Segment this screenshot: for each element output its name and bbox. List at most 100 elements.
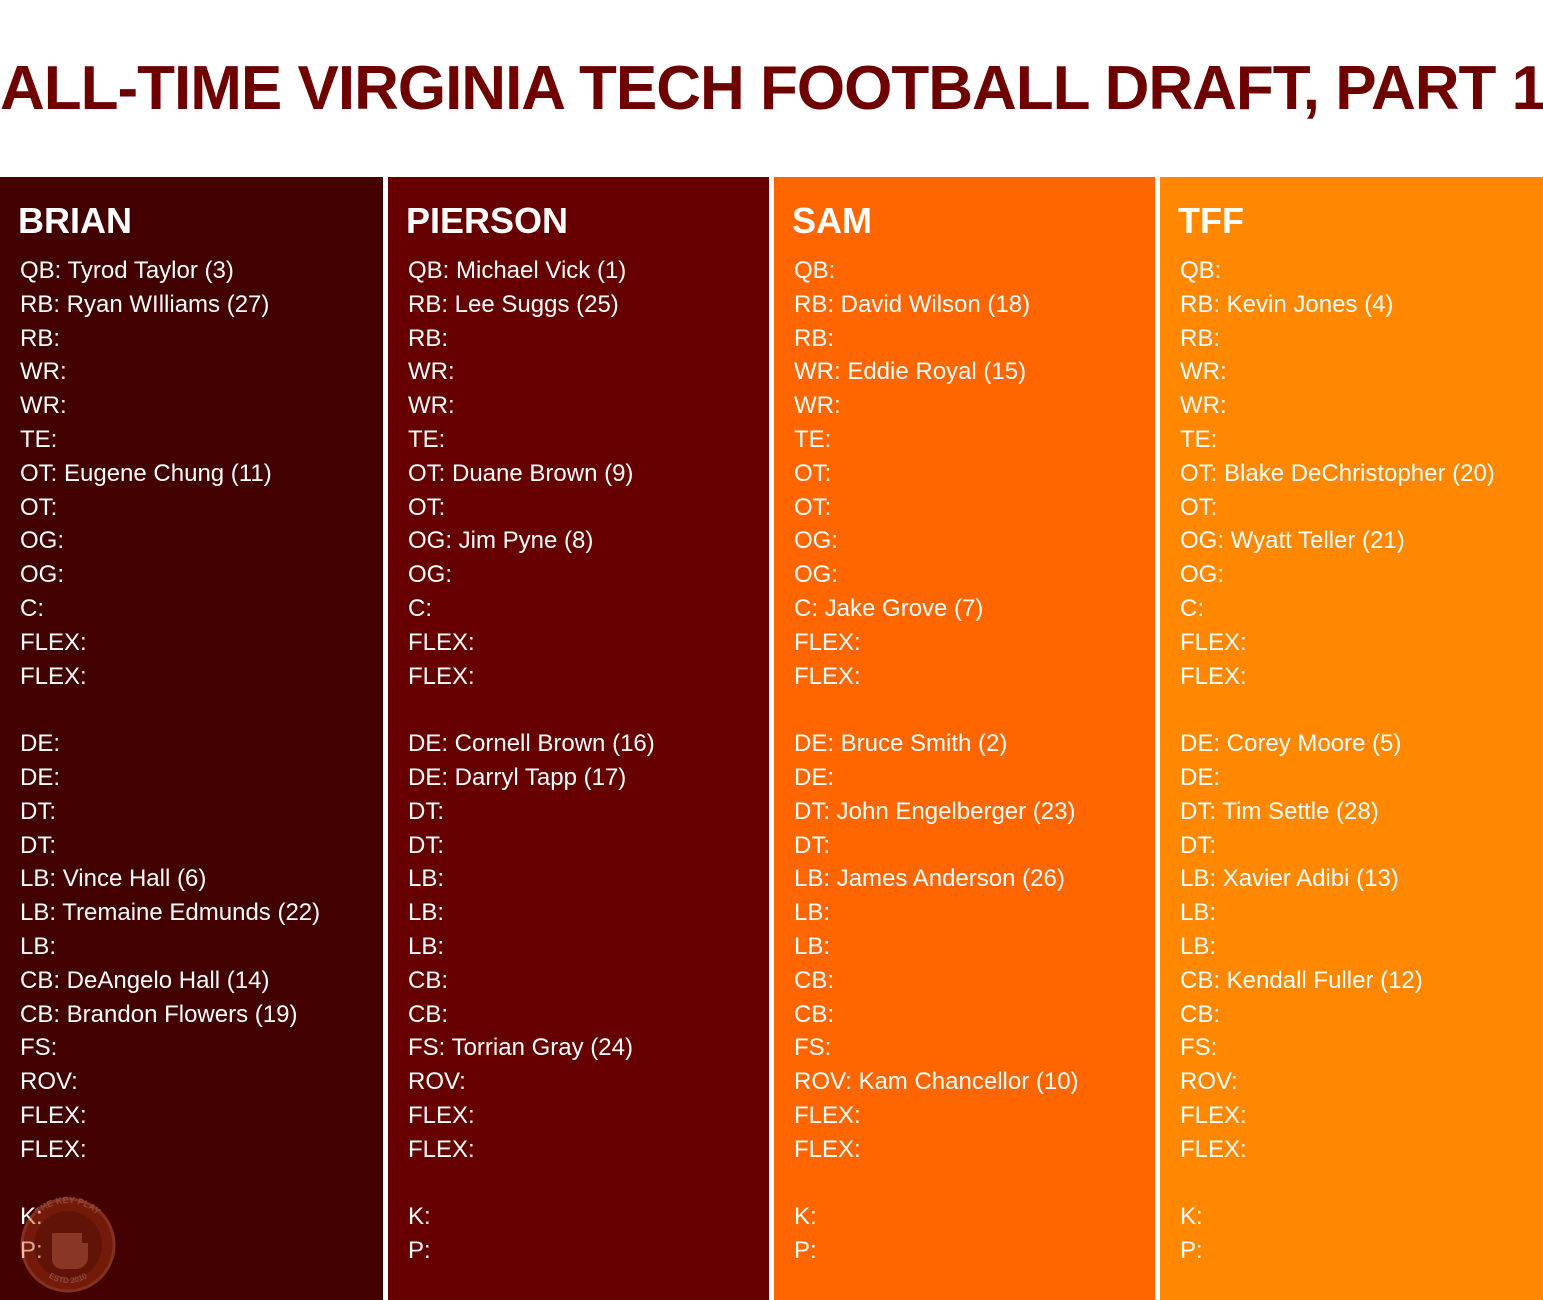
roster-spacer [408, 1167, 769, 1201]
roster-spacer [408, 693, 769, 727]
roster-row: C: [20, 594, 44, 622]
draft-board: BRIAN QB: Tyrod Taylor (3) RB: Ryan WIlli… [0, 177, 1543, 1300]
roster-list: QB: RB: Kevin Jones (4) RB: WR: WR: TE: OT: Bl… [1180, 254, 1543, 1268]
roster-row: DT: [1180, 831, 1216, 859]
roster-row: DE: [1180, 763, 1221, 791]
roster-row: RB: Kevin Jones (4) [1180, 290, 1394, 318]
roster-row: LB: Tremaine Edmunds (22) [20, 899, 321, 927]
team-name: PIERSON [406, 200, 569, 241]
roster-row: C: [408, 594, 432, 622]
roster-row: FLEX: [1180, 1101, 1247, 1129]
roster-row: WR: [20, 392, 67, 420]
roster-row: WR: [794, 392, 841, 420]
roster-row: DE: Bruce Smith (2) [794, 730, 1008, 758]
roster-row: K: [794, 1203, 817, 1231]
roster-row: DE: Darryl Tapp (17) [408, 763, 627, 791]
roster-row: C: Jake Grove (7) [794, 594, 984, 622]
roster-row: QB: [794, 257, 836, 284]
roster-row: FLEX: [794, 1101, 861, 1129]
roster-spacer [1180, 1167, 1543, 1201]
roster-row: CB: DeAngelo Hall (14) [20, 966, 270, 994]
roster-row: LB: [408, 899, 445, 927]
roster-row: OT: Eugene Chung (11) [20, 459, 272, 487]
roster-row: LB: [408, 932, 445, 960]
roster-row: CB: [794, 966, 835, 994]
roster-row: LB: Xavier Adibi (13) [1180, 865, 1399, 893]
roster-row: DE: Corey Moore (5) [1180, 730, 1402, 758]
roster-row: OT: [1180, 493, 1218, 521]
roster-row: OG: [408, 561, 453, 589]
roster-row: OG: Jim Pyne (8) [408, 527, 594, 555]
roster-row: TE: [408, 425, 446, 453]
roster-row: WR: [20, 358, 67, 386]
team-name: TFF [1178, 200, 1244, 241]
roster-row: FLEX: [1180, 628, 1247, 656]
roster-row: CB: Kendall Fuller (12) [1180, 966, 1423, 994]
roster-row: OG: [794, 527, 839, 555]
roster-row: K: [1180, 1203, 1203, 1231]
roster-row: TE: [794, 425, 832, 453]
roster-row: OG: [20, 561, 65, 589]
roster-row: RB: Lee Suggs (25) [408, 290, 619, 318]
roster-row: C: [1180, 594, 1204, 622]
roster-row: ROV: [408, 1068, 466, 1096]
roster-row: QB: Michael Vick (1) [408, 257, 627, 284]
roster-row: TE: [20, 425, 58, 453]
roster-row: P: [408, 1237, 431, 1265]
roster-row: FLEX: [408, 662, 475, 690]
roster-row: OT: Blake DeChristopher (20) [1180, 459, 1495, 487]
roster-row: CB: [1180, 1000, 1221, 1028]
roster-row: WR: [1180, 358, 1227, 386]
roster-row: RB: [408, 324, 449, 352]
team-column-brian: BRIAN QB: Tyrod Taylor (3) RB: Ryan WIlli… [0, 177, 383, 1300]
roster-row: P: [20, 1234, 383, 1268]
roster-row: QB: Tyrod Taylor (3) [20, 257, 234, 284]
roster-row: WR: [1180, 392, 1227, 420]
roster-row: LB: [794, 932, 831, 960]
roster-row: DE: [20, 730, 61, 758]
team-name: BRIAN [18, 200, 132, 241]
roster-row: RB: [1180, 324, 1221, 352]
roster-row: RB: Ryan WIlliams (27) [20, 290, 270, 318]
roster-row: LB: [20, 932, 57, 960]
roster-row: RB: David Wilson (18) [794, 290, 1031, 318]
roster-row: FLEX: [408, 1101, 475, 1129]
roster-row: FLEX: [20, 1135, 87, 1163]
roster-row: LB: [408, 865, 445, 893]
roster-row: LB: [794, 899, 831, 927]
team-column-pierson: PIERSON QB: Michael Vick (1) RB: Lee Sugg… [388, 177, 769, 1300]
roster-spacer [1180, 693, 1543, 727]
roster-row: WR: [408, 358, 455, 386]
roster-row: FLEX: [794, 662, 861, 690]
roster-row: QB: [1180, 257, 1222, 284]
roster-row: LB: [1180, 899, 1217, 927]
roster-row: P: [794, 1237, 817, 1265]
roster-row: DT: [794, 831, 830, 859]
roster-row: ROV: Kam Chancellor (10) [794, 1068, 1079, 1096]
roster-row: FS: [20, 1034, 58, 1062]
roster-row: K: [408, 1203, 431, 1231]
roster-row: LB: [1180, 932, 1217, 960]
roster-row: OG: Wyatt Teller (21) [1180, 527, 1405, 555]
the-key-play-logo: THE KEY PLAY ESTD 2010 [20, 1195, 116, 1293]
roster-list: QB: RB: David Wilson (18) RB: WR: Eddie Roy… [794, 254, 1155, 1268]
roster-row: DE: [20, 763, 61, 791]
roster-row: TE: [1180, 425, 1218, 453]
roster-row: FLEX: [408, 1135, 475, 1163]
roster-row: P: [1180, 1237, 1203, 1265]
roster-row: OG: [20, 527, 65, 555]
roster-row: FLEX: [408, 628, 475, 656]
roster-row: CB: Brandon Flowers (19) [20, 1000, 298, 1028]
roster-row: FLEX: [1180, 662, 1247, 690]
roster-row: WR: [408, 392, 455, 420]
roster-row: OT: [408, 493, 446, 521]
roster-spacer [794, 1167, 1155, 1201]
roster-row: DT: [408, 831, 444, 859]
roster-row: DT: [20, 831, 56, 859]
roster-spacer [20, 693, 383, 727]
roster-row: OT: Duane Brown (9) [408, 459, 634, 487]
roster-row: OT: [794, 459, 832, 487]
roster-list: QB: Tyrod Taylor (3) RB: Ryan WIlliams (2… [20, 254, 383, 1268]
team-name: SAM [792, 200, 872, 241]
page-title: ALL-TIME VIRGINIA TECH FOOTBALL DRAFT, P… [0, 54, 1543, 123]
